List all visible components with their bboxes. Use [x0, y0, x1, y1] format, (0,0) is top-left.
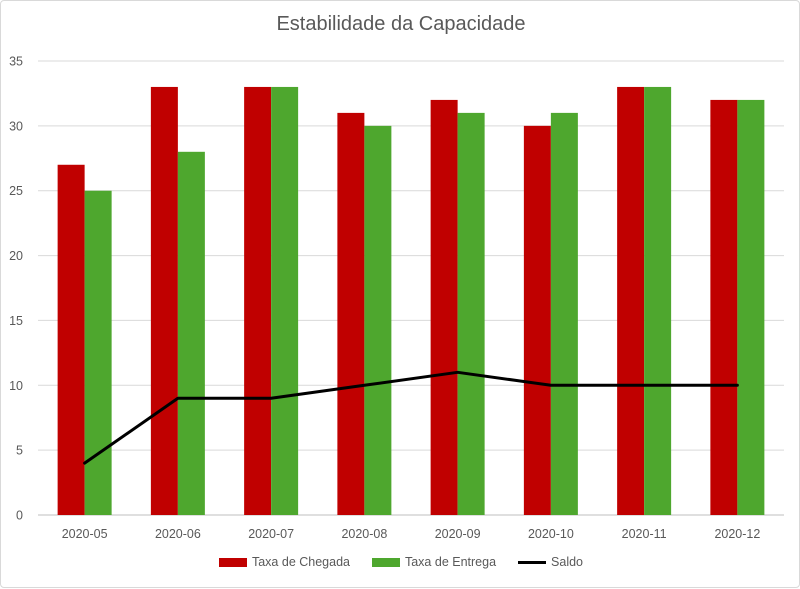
y-tick-label: 25 [9, 184, 23, 198]
legend-label-chegada: Taxa de Chegada [251, 555, 350, 569]
bar-entrega [271, 86, 299, 515]
legend-swatch-saldo [518, 560, 547, 564]
legend-item-saldo: Saldo [518, 555, 583, 569]
y-tick-label: 15 [9, 314, 23, 328]
chart-title: Estabilidade da Capacidade [276, 13, 526, 35]
y-tick-label: 30 [9, 119, 23, 133]
legend-label-saldo: Saldo [551, 555, 584, 569]
x-tick-label: 2020-06 [155, 527, 201, 541]
legend-item-entrega: Taxa de Entrega [371, 555, 497, 569]
bar-entrega [644, 86, 672, 515]
line-saldo [83, 370, 739, 465]
legend-swatch-chegada [218, 557, 247, 567]
y-tick-label: 35 [9, 55, 23, 69]
x-tick-label: 2020-12 [714, 527, 760, 541]
bar-entrega [550, 112, 578, 515]
bar-chegada [710, 99, 738, 516]
x-tick-label: 2020-10 [528, 527, 574, 541]
legend-swatch-entrega [371, 557, 400, 567]
bar-chegada [523, 125, 551, 515]
x-tick-label: 2020-07 [248, 527, 294, 541]
x-tick-label: 2020-08 [341, 527, 387, 541]
x-tick-label: 2020-11 [622, 527, 667, 541]
bar-entrega [364, 125, 392, 515]
bar-chegada [430, 99, 458, 516]
bar-chegada [150, 86, 178, 515]
bar-entrega [177, 151, 205, 516]
x-tick-label: 2020-09 [435, 527, 481, 541]
chart-legend: Taxa de Chegada Taxa de Entrega Saldo [1, 555, 800, 569]
bar-entrega [84, 190, 112, 515]
bar-chegada [244, 86, 272, 515]
bar-entrega [457, 112, 485, 515]
bar-chegada [337, 112, 365, 515]
y-tick-label: 0 [16, 509, 23, 523]
bar-chegada [617, 86, 645, 515]
legend-label-entrega: Taxa de Entrega [404, 555, 497, 569]
bar-entrega [737, 99, 765, 516]
y-tick-label: 20 [9, 249, 23, 263]
legend-item-chegada: Taxa de Chegada [218, 555, 350, 569]
y-tick-label: 10 [9, 379, 23, 393]
y-tick-label: 5 [16, 444, 23, 458]
x-tick-label: 2020-05 [62, 527, 108, 541]
bar-chegada [57, 164, 85, 515]
